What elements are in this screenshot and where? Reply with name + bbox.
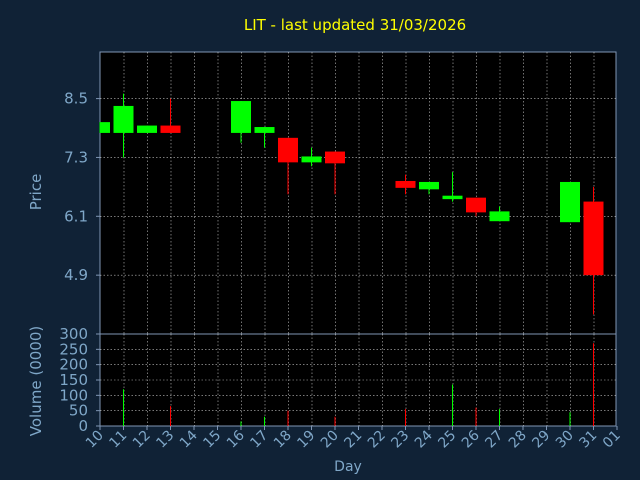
chart-title: LIT - last updated 31/03/2026 xyxy=(244,16,466,34)
candle-body-23 xyxy=(395,180,416,188)
volume-tick-label: 100 xyxy=(59,386,88,404)
volume-tick-label: 250 xyxy=(59,340,88,358)
price-tick-label: 6.1 xyxy=(64,207,88,225)
candle-body-12 xyxy=(137,125,157,133)
volume-axis-label: Volume (0000) xyxy=(27,326,45,436)
volume-tick-label: 300 xyxy=(59,325,88,343)
price-tick-label: 7.3 xyxy=(64,148,88,166)
volume-tick-label: 50 xyxy=(69,402,88,420)
candle-body-24 xyxy=(419,181,439,190)
price-candles xyxy=(99,93,604,315)
candle-body-16 xyxy=(231,101,251,133)
candle-body-25 xyxy=(442,195,463,200)
candle-body-27 xyxy=(489,211,510,222)
candle-body-17 xyxy=(254,127,275,133)
candle-body-13 xyxy=(160,125,181,133)
candle-body-18 xyxy=(278,137,298,163)
candle-body-30 xyxy=(560,181,580,223)
day-axis-ticks: 10 11 12 13 14 15 16 17 18 19 20 21 22 23 24 25 26 27 28 29… xyxy=(83,426,624,451)
price-tick-label: 4.9 xyxy=(64,266,88,284)
price-tick-label: 8.5 xyxy=(64,90,88,108)
day-axis-label: Day xyxy=(334,459,362,475)
candle-body-19 xyxy=(301,156,322,163)
candle-body-10 xyxy=(100,122,110,133)
candle-body-26 xyxy=(466,197,486,213)
volume-panel xyxy=(99,333,617,427)
volume-tick-label: 200 xyxy=(59,356,88,374)
candle-body-11 xyxy=(113,105,134,133)
price-axis-label: Price xyxy=(27,174,45,211)
volume-tick-label: 150 xyxy=(59,371,88,389)
candle-body-20 xyxy=(325,151,345,164)
price-panel xyxy=(99,51,617,335)
price-axis-ticks: 4.9 6.1 7.3 8.5 xyxy=(64,90,100,284)
candle-body-31 xyxy=(583,201,604,276)
volume-tick-label: 0 xyxy=(78,417,88,435)
volume-bars xyxy=(123,343,594,426)
